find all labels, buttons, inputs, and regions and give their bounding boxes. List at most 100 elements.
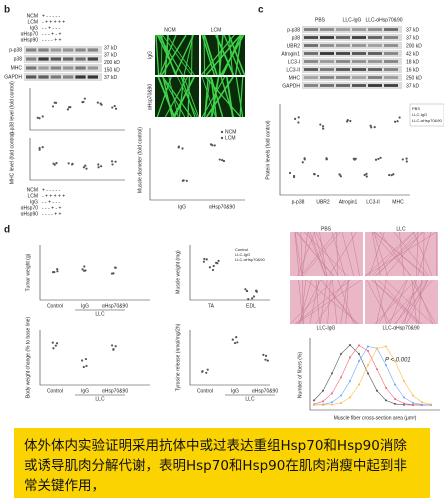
fiber-edge [365, 231, 415, 277]
dot [266, 359, 269, 362]
band [38, 48, 49, 52]
dot [81, 359, 84, 362]
fiber-edge [301, 231, 308, 277]
fiber-edge [309, 231, 326, 277]
band [336, 52, 350, 55]
fiber [183, 76, 200, 118]
label: αHsp70&90 [102, 303, 128, 309]
fiber-edge [336, 231, 339, 277]
dot [85, 364, 88, 368]
label: 16 kD [406, 67, 419, 73]
legend-box [409, 103, 444, 127]
fiber-edge [294, 231, 303, 277]
band [304, 76, 318, 79]
label: 37 kD [406, 83, 419, 89]
axis-label: Tyrosine release (nmol/mg/2h) [175, 323, 181, 391]
dot [396, 120, 399, 123]
band [26, 48, 37, 52]
dot [114, 107, 118, 110]
dot [36, 116, 39, 119]
dot [292, 174, 296, 178]
label: Control [197, 388, 213, 394]
axis-label: Body weight change (% to base line) [25, 317, 31, 398]
dot [38, 148, 41, 151]
band [336, 36, 350, 39]
fiber [180, 76, 196, 118]
dot [56, 270, 59, 273]
legend-entry: Control [235, 247, 248, 252]
fiber-edge [294, 231, 300, 277]
fiber [158, 34, 183, 76]
band [38, 66, 49, 70]
band [368, 60, 382, 63]
label: p38 [292, 35, 301, 41]
fiber-edge [373, 231, 388, 277]
dot [321, 125, 325, 128]
label: Control [47, 388, 63, 394]
fiber-edge [374, 279, 387, 325]
label: 37 kD [104, 75, 117, 81]
dot [100, 165, 103, 168]
dot [55, 342, 59, 345]
hist-line [313, 344, 432, 406]
band [304, 44, 318, 47]
figure: b NCM + - - - - - NCM + - - - - - LCM - + + + … [4, 5, 444, 421]
dot [208, 266, 211, 269]
label: p-p38 [9, 47, 22, 53]
fiber [235, 76, 244, 118]
band [384, 60, 398, 63]
band [384, 44, 398, 47]
label: TA [208, 303, 215, 309]
legend-entry: NCM [225, 129, 236, 135]
band [320, 28, 334, 31]
fiber-edge [309, 279, 320, 325]
label: LCM [211, 27, 222, 33]
dot [398, 116, 401, 119]
fiber-edge [294, 279, 351, 325]
fiber-edge [321, 279, 358, 325]
dot [211, 144, 214, 147]
dot [231, 338, 234, 341]
band [384, 36, 398, 39]
dot [203, 257, 206, 261]
fiber [164, 34, 169, 76]
dot [217, 259, 220, 262]
axis-label: Number of fibers (%) [297, 352, 303, 398]
dot [213, 144, 216, 147]
label: αHsp70 [21, 31, 39, 37]
label: + - - - - - [42, 13, 61, 19]
fiber [177, 76, 198, 118]
dot [110, 160, 114, 163]
dot [349, 119, 352, 123]
dot [71, 162, 74, 165]
dot [96, 101, 99, 104]
fiber [205, 34, 242, 76]
fiber-edge [340, 279, 349, 325]
band [26, 75, 37, 79]
fiber [191, 34, 193, 76]
dot [54, 344, 57, 347]
fiber [239, 76, 244, 118]
dot [185, 179, 188, 182]
label: NCM [27, 187, 38, 193]
dot [377, 157, 380, 161]
dot [294, 117, 297, 120]
dot [288, 171, 292, 175]
fiber-edge [307, 231, 326, 277]
fiber [210, 76, 217, 118]
fiber [203, 34, 218, 76]
fiber-edge [315, 279, 320, 325]
dot [247, 298, 250, 301]
label: 42 kD [406, 51, 419, 57]
label: IgG [231, 388, 239, 394]
label: MHC [392, 199, 404, 205]
fiber-edge [385, 231, 423, 277]
fiber-edge [394, 279, 433, 325]
fiber-edge [372, 279, 423, 325]
band [384, 52, 398, 55]
fiber-edge [379, 231, 411, 277]
band [352, 28, 366, 31]
fiber [210, 76, 219, 118]
band [352, 60, 366, 63]
label: NCM [27, 13, 38, 19]
